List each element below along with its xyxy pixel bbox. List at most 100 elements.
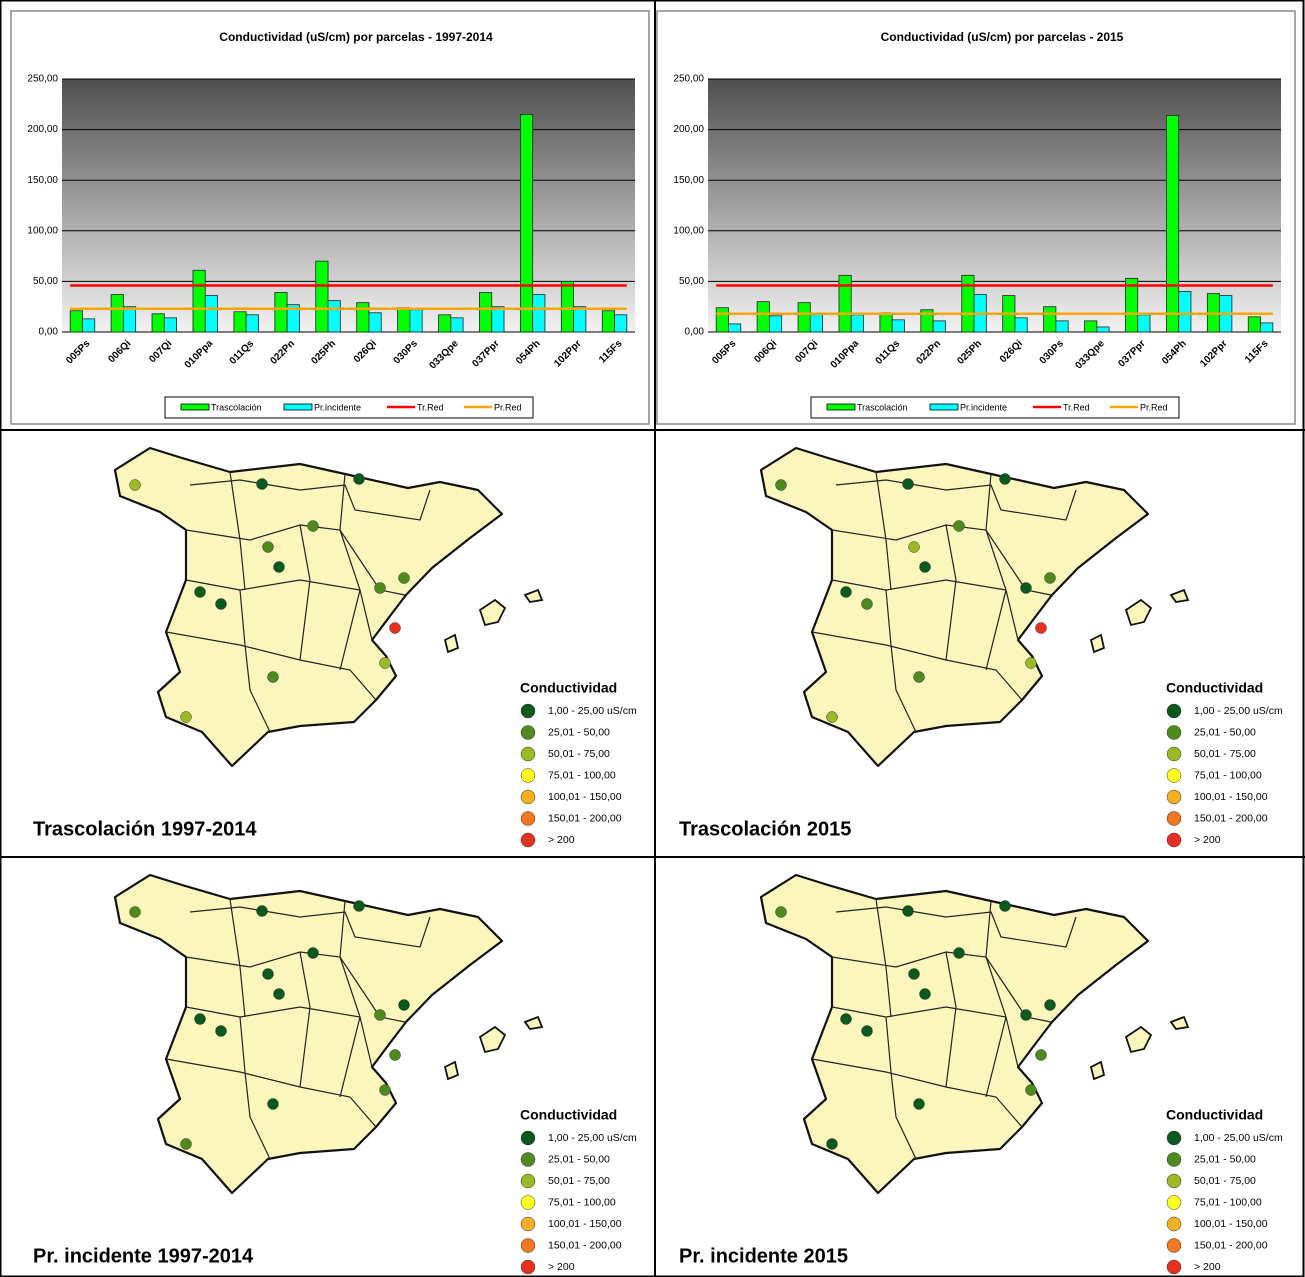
country-outline <box>113 873 504 1195</box>
region-border <box>299 524 311 661</box>
map: Pr. incidente 2015 Conductividad 1,00 - 25… <box>679 873 1283 1275</box>
y-tick-label: 0,00 <box>39 327 59 338</box>
plot-area <box>62 79 635 332</box>
station <box>826 711 838 723</box>
station <box>307 947 319 959</box>
legend-swatch <box>520 1195 536 1210</box>
map-title: Trascolación 2015 <box>679 818 851 840</box>
station <box>861 598 873 610</box>
legend-swatch <box>826 403 856 411</box>
legend-label: > 200 <box>548 1261 575 1273</box>
legend-label: 75,01 - 100,00 <box>1194 769 1262 781</box>
region-border <box>985 473 1007 671</box>
legend-label: Tr.Red <box>417 402 444 412</box>
station <box>902 478 914 490</box>
legend-label: 1,00 - 25,00 uS/cm <box>1194 705 1283 717</box>
y-tick-label: 0,00 <box>685 327 705 338</box>
station <box>262 541 274 553</box>
y-tick-label: 100,00 <box>27 225 58 236</box>
legend-swatch <box>1166 725 1182 740</box>
legend-label: 75,01 - 100,00 <box>1194 1196 1262 1208</box>
y-tick-label: 200,00 <box>27 124 58 135</box>
legend-swatch <box>1166 1195 1182 1210</box>
region-border <box>185 1006 373 1068</box>
region-border <box>299 951 311 1088</box>
bar <box>368 312 382 333</box>
station <box>129 479 141 491</box>
station <box>999 473 1011 485</box>
legend-label: 150,01 - 200,00 <box>1194 1239 1268 1251</box>
legend-swatch <box>283 403 313 411</box>
legend-box <box>810 396 1180 419</box>
legend-label: 25,01 - 50,00 <box>1194 726 1256 738</box>
region-border <box>185 579 373 641</box>
bar <box>768 315 783 333</box>
legend-swatch <box>180 403 210 411</box>
bar <box>491 306 505 333</box>
bar <box>69 310 83 333</box>
bar <box>356 302 370 333</box>
station <box>913 671 925 683</box>
bar <box>110 294 124 333</box>
station <box>913 1098 925 1110</box>
station <box>353 473 365 485</box>
legend-label: 75,01 - 100,00 <box>548 769 616 781</box>
map-title: Pr. incidente 2015 <box>679 1245 848 1267</box>
legend-label: Trascolación <box>857 402 908 412</box>
station <box>267 1098 279 1110</box>
y-tick-label: 150,00 <box>673 175 704 186</box>
station <box>919 561 931 573</box>
legend-swatch <box>1166 1238 1182 1253</box>
legend-swatch <box>1166 1259 1182 1275</box>
legend-label: Pr.incidente <box>960 402 1007 412</box>
station <box>374 1009 386 1021</box>
bar <box>327 300 341 333</box>
station <box>129 906 141 918</box>
bar <box>1084 320 1098 333</box>
region-border <box>831 579 1019 641</box>
region-border <box>945 951 957 1088</box>
station <box>826 1138 838 1150</box>
y-tick-label: 50,00 <box>33 276 58 287</box>
bar <box>315 260 329 333</box>
region-border <box>875 471 892 591</box>
bar <box>1043 306 1057 333</box>
station <box>919 988 931 1000</box>
station <box>840 586 852 598</box>
bar <box>450 317 464 333</box>
legend-swatch <box>1166 703 1182 719</box>
bar <box>961 274 975 333</box>
bar <box>879 312 893 333</box>
bar <box>838 274 852 333</box>
legend-title: Conductividad <box>1166 1107 1263 1123</box>
legend-swatch <box>1166 768 1182 783</box>
region-border <box>945 524 957 661</box>
legend-label: Tr.Red <box>1063 402 1090 412</box>
legend-label: 1,00 - 25,00 uS/cm <box>548 705 637 717</box>
island <box>1169 588 1190 603</box>
legend-swatch <box>929 403 959 411</box>
bar <box>1166 115 1180 333</box>
legend-swatch <box>520 703 536 719</box>
island <box>523 1015 544 1030</box>
legend-swatch <box>520 1259 536 1275</box>
map: Pr. incidente 1997-2014 Conductividad 1,00… <box>33 873 637 1275</box>
bar <box>850 314 864 333</box>
legend-swatch <box>520 725 536 740</box>
bar <box>891 319 905 333</box>
island <box>443 633 460 654</box>
station <box>840 1013 852 1025</box>
island <box>1124 598 1153 627</box>
region-border <box>835 906 1077 948</box>
station <box>999 900 1011 912</box>
station <box>353 900 365 912</box>
bar <box>122 306 137 333</box>
legend-label: 25,01 - 50,00 <box>1194 1153 1256 1165</box>
country-outline <box>759 446 1150 768</box>
legend-label: 100,01 - 150,00 <box>548 1218 622 1230</box>
map: Trascolación 2015 Conductividad 1,00 - 25,… <box>679 446 1283 848</box>
station <box>1020 1009 1032 1021</box>
bar <box>397 307 411 333</box>
bar <box>809 313 823 333</box>
bar <box>573 306 587 333</box>
